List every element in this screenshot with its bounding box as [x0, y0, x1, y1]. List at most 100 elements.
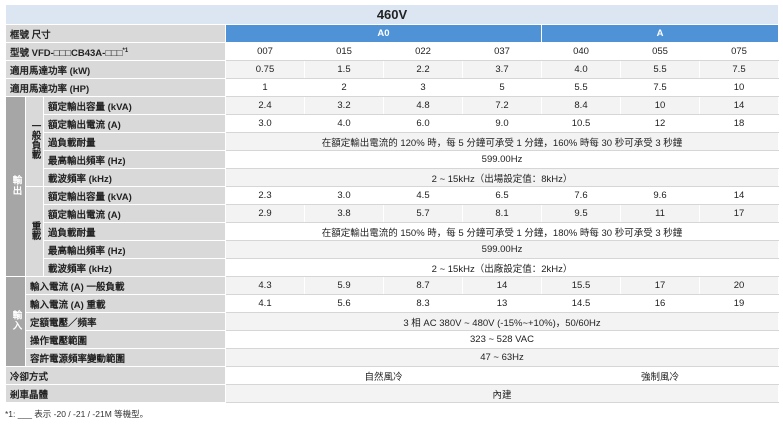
value-cell: 強制風冷 [541, 366, 779, 385]
row-label: 操作電壓範圍 [25, 330, 226, 349]
model-cell: 015 [304, 42, 384, 61]
model-cell: 055 [620, 42, 700, 61]
value-cell: 2.2 [383, 60, 463, 79]
value-cell: 47 ~ 63Hz [225, 348, 779, 367]
value-cell: 599.00Hz [225, 240, 779, 259]
table-row: 適用馬達功率 (HP) 1 2 3 5 5.5 7.5 10 [5, 78, 779, 97]
table-row: 操作電壓範圍 323 ~ 528 VAC [6, 330, 779, 349]
value-cell: 11 [620, 204, 700, 223]
title-row: 460V [5, 4, 779, 25]
value-cell: 2.3 [225, 186, 305, 205]
value-cell: 4.0 [304, 114, 384, 133]
value-cell: 3.7 [462, 60, 542, 79]
value-cell: 7.5 [699, 60, 779, 79]
group-text: 輸入 [10, 309, 22, 331]
value-cell: 17 [620, 276, 700, 295]
value-cell: 5.7 [383, 204, 463, 223]
row-label: 載波頻率 (kHz) [43, 168, 226, 187]
value-cell: 3 [383, 78, 463, 97]
value-cell: 7.5 [620, 78, 700, 97]
value-cell: 9.6 [620, 186, 700, 205]
value-cell: 8.4 [541, 96, 621, 115]
row-label: 定額電壓／頻率 [25, 312, 226, 331]
spec-sheet: 460V 框號 尺寸 A0 A 型號 VFD-□□□CB43A-□□□*1 007 015 0… [5, 4, 779, 420]
value-cell: 內建 [225, 384, 779, 403]
table-row: 輸入電流 (A) 重載 4.1 5.6 8.3 13 14.5 16 19 [6, 294, 779, 313]
subgroup-text: 一般負載 [29, 121, 41, 159]
subgroup-label: 一般負載 [25, 96, 44, 187]
value-cell: 14 [699, 96, 779, 115]
table-row: 定額電壓／頻率 3 相 AC 380V ~ 480V (-15%~+10%)，50… [6, 312, 779, 331]
value-cell: 0.75 [225, 60, 305, 79]
value-cell: 5.9 [304, 276, 384, 295]
row-label: 額定輸出電流 (A) [43, 204, 226, 223]
table-row: 重載 額定輸出容量 (kVA) 2.3 3.0 4.5 6.5 7.6 9.6 14 [6, 186, 779, 277]
group-text: 輸出 [10, 174, 22, 196]
subgroup-text: 重載 [29, 220, 41, 240]
row-label: 容許電源頻率變動範圍 [25, 348, 226, 367]
row-label: 適用馬達功率 (kW) [5, 60, 226, 79]
row-label: 載波頻率 (kHz) [43, 258, 226, 277]
value-cell: 2 ~ 15kHz（出廠設定值：2kHz） [225, 258, 779, 277]
value-cell: 6.0 [383, 114, 463, 133]
value-cell: 10 [620, 96, 700, 115]
value-cell: 9.5 [541, 204, 621, 223]
row-label: 額定輸出容量 (kVA) [43, 186, 226, 205]
value-cell: 17 [699, 204, 779, 223]
row-label: 型號 VFD-□□□CB43A-□□□*1 [5, 42, 226, 61]
spec-table: 460V 框號 尺寸 A0 A 型號 VFD-□□□CB43A-□□□*1 007 015 0… [5, 4, 779, 403]
value-cell: 2 [304, 78, 384, 97]
table-row: 額定輸出電流 (A) 3.0 4.0 6.0 9.0 10.5 12 18 [6, 114, 779, 133]
table-row: 最高輸出頻率 (Hz) 599.00Hz [6, 150, 779, 169]
row-label: 最高輸出頻率 (Hz) [43, 150, 226, 169]
value-cell: 7.2 [462, 96, 542, 115]
value-cell: 3 相 AC 380V ~ 480V (-15%~+10%)，50/60Hz [225, 312, 779, 331]
group-label: 輸入 [5, 276, 26, 367]
value-cell: 4.0 [541, 60, 621, 79]
value-cell: 14 [699, 186, 779, 205]
value-cell: 8.7 [383, 276, 463, 295]
value-cell: 5 [462, 78, 542, 97]
model-cell: 075 [699, 42, 779, 61]
value-cell: 4.5 [383, 186, 463, 205]
value-cell: 8.1 [462, 204, 542, 223]
value-cell: 1.5 [304, 60, 384, 79]
frame-header: A0 [225, 24, 542, 43]
table-row: 輸出 一般負載 額定輸出容量 (kVA) 2.4 3.2 4.8 7.2 8.4 10 14 [5, 96, 779, 277]
model-cell: 022 [383, 42, 463, 61]
row-label: 輸入電流 (A) 重載 [25, 294, 226, 313]
value-cell: 2.4 [225, 96, 305, 115]
value-cell: 2.9 [225, 204, 305, 223]
row-label: 冷卻方式 [5, 366, 226, 385]
value-cell: 5.5 [620, 60, 700, 79]
row-label: 額定輸出容量 (kVA) [43, 96, 226, 115]
model-cell: 007 [225, 42, 305, 61]
model-cell: 040 [541, 42, 621, 61]
table-row: 冷卻方式 自然風冷 強制風冷 [5, 366, 779, 385]
value-cell: 20 [699, 276, 779, 295]
value-cell: 5.5 [541, 78, 621, 97]
table-row: 適用馬達功率 (kW) 0.75 1.5 2.2 3.7 4.0 5.5 7.5 [5, 60, 779, 79]
value-cell: 10 [699, 78, 779, 97]
row-label: 額定輸出電流 (A) [43, 114, 226, 133]
table-title: 460V [5, 4, 779, 25]
frame-header: A [541, 24, 779, 43]
value-cell: 19 [699, 294, 779, 313]
value-cell: 3.0 [225, 114, 305, 133]
table-row: 過負載耐量 在額定輸出電流的 150% 時，每 5 分鐘可承受 1 分鐘，180%… [6, 222, 779, 241]
row-label: 適用馬達功率 (HP) [5, 78, 226, 97]
value-cell: 在額定輸出電流的 150% 時，每 5 分鐘可承受 1 分鐘，180% 時每 3… [225, 222, 779, 241]
footnote-ref: *1 [122, 47, 129, 54]
row-label: 最高輸出頻率 (Hz) [43, 240, 226, 259]
model-label: 型號 VFD-□□□CB43A-□□□ [10, 47, 123, 59]
value-cell: 在額定輸出電流的 120% 時，每 5 分鐘可承受 1 分鐘，160% 時每 3… [225, 132, 779, 151]
row-label: 過負載耐量 [43, 132, 226, 151]
value-cell: 3.2 [304, 96, 384, 115]
value-cell: 4.1 [225, 294, 305, 313]
value-cell: 14.5 [541, 294, 621, 313]
group-label: 輸出 [5, 96, 26, 277]
value-cell: 4.3 [225, 276, 305, 295]
value-cell: 10.5 [541, 114, 621, 133]
value-cell: 323 ~ 528 VAC [225, 330, 779, 349]
